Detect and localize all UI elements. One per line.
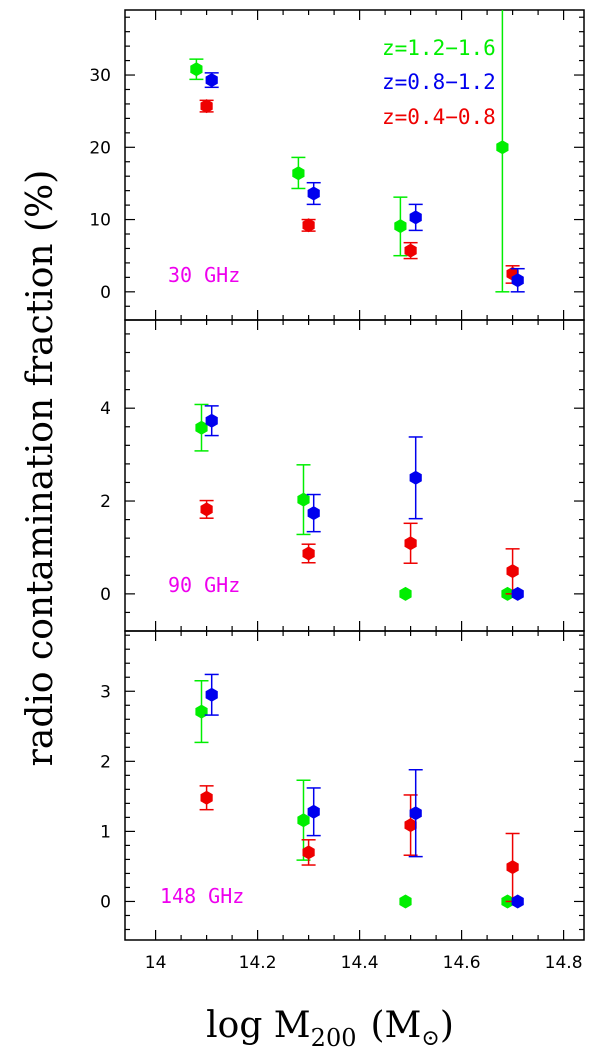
data-point (409, 806, 422, 821)
data-point (506, 564, 519, 579)
x-axis-label: log M200 (M⊙) (206, 1005, 454, 1049)
data-point (302, 218, 315, 233)
frequency-label: 30 GHz (168, 263, 240, 287)
data-point (307, 804, 320, 819)
data-point (195, 704, 208, 719)
y-tick-label: 1 (100, 822, 111, 842)
legend-entry: z=1.2−1.6 (382, 36, 496, 60)
data-point (506, 860, 519, 875)
data-point (292, 166, 305, 181)
data-point (200, 502, 213, 517)
panel-1: 0 10 20 30 30 GHz (89, 9, 585, 321)
panel-3: 0 1 2 3 148 GHz (100, 630, 585, 941)
y-tick-label: 0 (100, 892, 111, 912)
y-tick-label: 0 (100, 585, 111, 605)
data-point (307, 506, 320, 521)
data-point (394, 219, 407, 234)
x-tick-label: 14.2 (239, 953, 277, 973)
data-point (511, 586, 524, 601)
panel-2: 0 2 4 90 GHz (100, 319, 585, 632)
y-tick-label: 30 (89, 66, 111, 86)
data-point (409, 210, 422, 225)
x-tick-label: 14.4 (341, 953, 379, 973)
legend: z=1.2−1.6 z=0.8−1.2 z=0.4−0.8 (382, 36, 496, 129)
y-tick-label: 2 (100, 492, 111, 512)
legend-entry: z=0.8−1.2 (382, 70, 496, 94)
data-point (404, 818, 417, 833)
data-point (297, 813, 310, 828)
data-point (200, 99, 213, 114)
frequency-label: 148 GHz (160, 884, 244, 908)
x-tick-label: 14 (145, 953, 167, 973)
data-point (511, 273, 524, 288)
y-tick-label: 0 (100, 283, 111, 303)
data-point (307, 186, 320, 201)
x-tick-label: 14.6 (443, 953, 481, 973)
data-point (297, 492, 310, 507)
y-tick-label: 10 (89, 211, 111, 231)
panel-frame (124, 630, 585, 941)
data-point (200, 790, 213, 805)
x-axis-label-unit-open: (M (370, 1005, 421, 1046)
y-tick-label: 3 (100, 682, 111, 702)
x-tick-labels: 14 14.2 14.4 14.6 14.8 (145, 953, 583, 973)
data-point (399, 586, 412, 601)
data-point (302, 845, 315, 860)
data-point (409, 470, 422, 485)
data-point (195, 420, 208, 435)
data-point (511, 894, 524, 909)
x-axis-label-main: log M (206, 1005, 311, 1046)
data-point (399, 894, 412, 909)
legend-entry: z=0.4−0.8 (382, 105, 496, 129)
x-axis-label-unit-close: ) (440, 1005, 454, 1046)
x-axis-label-subscript: 200 (311, 1024, 357, 1049)
y-tick-label: 2 (100, 752, 111, 772)
data-point (496, 140, 509, 155)
y-tick-label: 4 (100, 399, 111, 419)
panel-stack: 0 10 20 30 30 GHz 0 2 4 90 GHz 0 1 2 3 148 GHz (89, 9, 585, 941)
data-point (205, 413, 218, 428)
data-point (190, 62, 203, 77)
data-point (205, 73, 218, 88)
data-point (302, 546, 315, 561)
y-tick-label: 20 (89, 138, 111, 158)
x-axis-label-unit-symbol: ⊙ (421, 1026, 439, 1049)
x-tick-label: 14.8 (545, 953, 583, 973)
y-axis-label: radio contamination fraction (%) (20, 170, 61, 767)
frequency-label: 90 GHz (168, 573, 240, 597)
data-point (205, 687, 218, 702)
data-point (404, 243, 417, 258)
data-point (404, 536, 417, 551)
